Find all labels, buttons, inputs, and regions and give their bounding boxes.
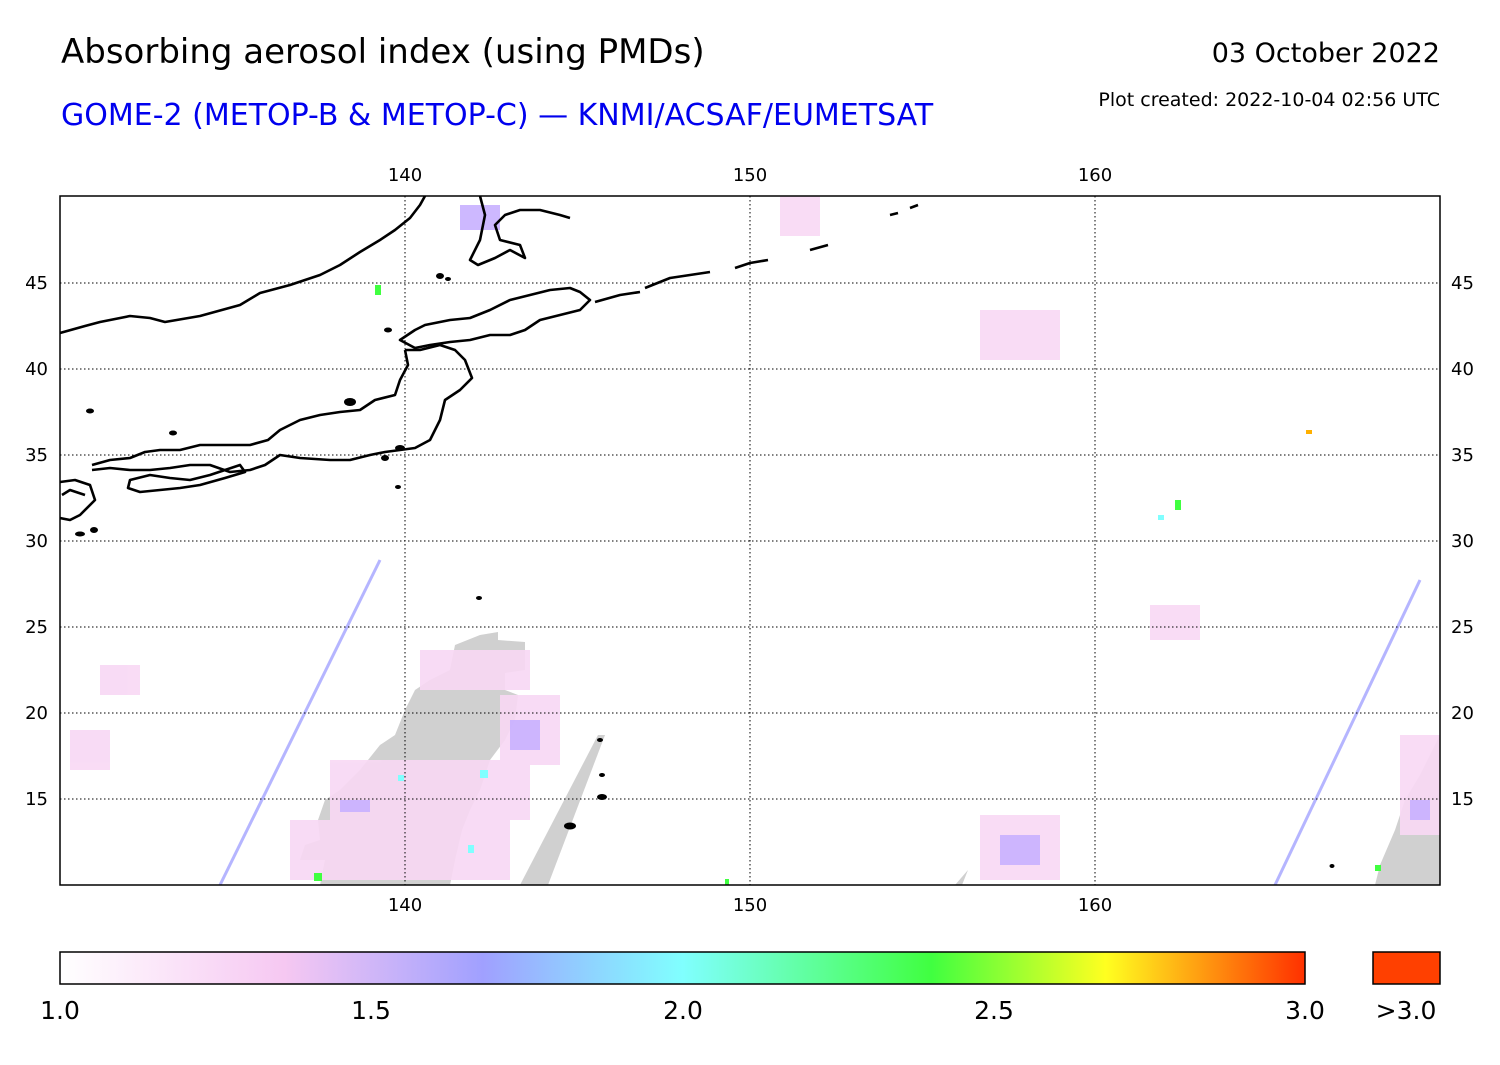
colorbar-label-3-0: 3.0	[1285, 996, 1325, 1025]
lat-tick-right-30: 30	[1451, 531, 1474, 552]
lat-tick-left-40: 40	[25, 359, 48, 380]
lon-tick-top-160: 160	[1078, 165, 1112, 186]
lat-tick-right-15: 15	[1451, 789, 1474, 810]
lat-tick-left-45: 45	[25, 273, 48, 294]
colorbar-label-2-0: 2.0	[663, 996, 703, 1025]
coast-shikoku	[126, 463, 247, 494]
colorbar-label-overflow: >3.0	[1375, 996, 1437, 1025]
colorbar-label-2-5: 2.5	[974, 996, 1014, 1025]
lon-tick-bottom-150: 150	[733, 895, 767, 916]
colorbar-label-1-0: 1.0	[40, 996, 80, 1025]
lat-tick-right-40: 40	[1451, 359, 1474, 380]
coastlines	[60, 196, 919, 522]
plot-created-timestamp: Plot created: 2022-10-04 02:56 UTC	[1098, 89, 1440, 111]
coast-kyushu	[60, 478, 97, 522]
lat-tick-left-30: 30	[25, 531, 48, 552]
lon-tick-bottom-160: 160	[1078, 895, 1112, 916]
graticule	[60, 196, 1440, 885]
map-subtitle: GOME-2 (METOP-B & METOP-C) — KNMI/ACSAF/…	[61, 98, 934, 133]
lat-tick-right-45: 45	[1451, 273, 1474, 294]
aerosol-pixels	[70, 196, 1440, 885]
colorbar-label-1-5: 1.5	[351, 996, 391, 1025]
map-title: Absorbing aerosol index (using PMDs)	[61, 32, 705, 72]
lon-tick-top-150: 150	[733, 165, 767, 186]
coast-asia-mainland	[60, 196, 427, 335]
no-data-sliver	[955, 870, 968, 885]
lat-tick-left-15: 15	[25, 789, 48, 810]
lat-tick-left-35: 35	[25, 445, 48, 466]
coast-hokkaido	[398, 286, 592, 350]
colorbar	[59, 951, 1306, 985]
no-data-strip	[520, 735, 605, 885]
lat-tick-right-20: 20	[1451, 703, 1474, 724]
coast-kuril-islands	[594, 203, 919, 304]
lat-tick-left-20: 20	[25, 703, 48, 724]
colorbar-overflow-swatch	[1372, 951, 1441, 985]
lat-tick-right-25: 25	[1451, 617, 1474, 638]
lon-tick-top-140: 140	[388, 165, 422, 186]
observation-date: 03 October 2022	[1211, 38, 1440, 69]
swath-edges	[218, 559, 1422, 885]
coast-sakhalin	[468, 196, 571, 267]
map-frame	[59, 195, 1441, 886]
small-islands	[75, 273, 1335, 868]
lat-tick-right-35: 35	[1451, 445, 1474, 466]
lat-tick-left-25: 25	[25, 617, 48, 638]
lon-tick-bottom-140: 140	[388, 895, 422, 916]
